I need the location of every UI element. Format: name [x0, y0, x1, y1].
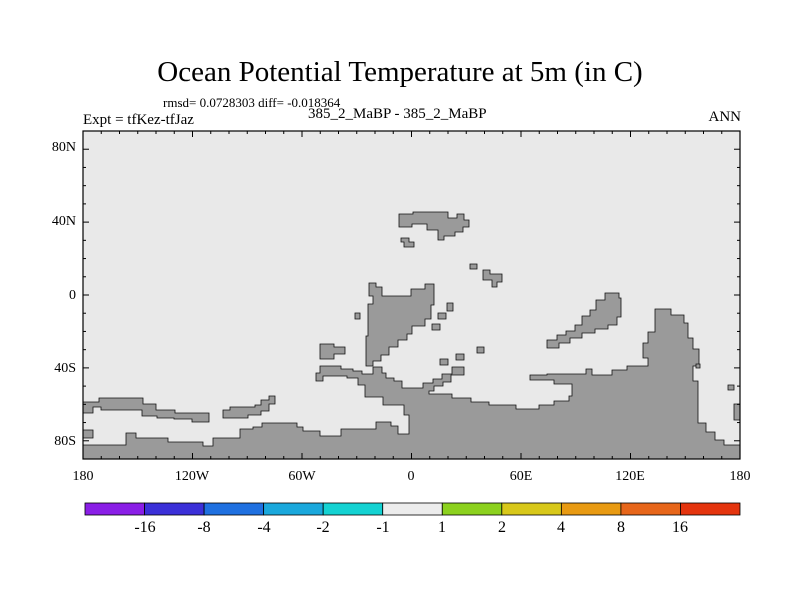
colorbar-swatch — [560, 502, 622, 516]
land-patch — [82, 397, 210, 423]
colorbar-swatch — [501, 502, 562, 516]
colorbar-swatch — [84, 502, 145, 516]
colorbar-swatch — [263, 502, 324, 516]
land-patch — [400, 237, 415, 248]
lon-label: 180 — [729, 469, 751, 484]
land-patch — [727, 384, 735, 391]
land-patch — [476, 346, 485, 354]
land-patch — [437, 312, 447, 320]
colorbar-label: -4 — [257, 519, 271, 536]
colorbar-label: -1 — [376, 519, 390, 536]
land-patch — [222, 395, 276, 419]
land-patch — [354, 312, 361, 320]
lat-label: 40N — [51, 214, 76, 229]
experiment-label: Expt = tfKez-tfJaz — [83, 112, 194, 128]
land-masks — [82, 211, 741, 460]
lon-label: 180 — [72, 469, 94, 484]
land-patch — [431, 323, 441, 331]
colorbar-label: -8 — [197, 519, 211, 536]
colorbar-swatch — [620, 502, 681, 516]
lon-label: 60E — [509, 469, 533, 484]
run-subtitle: 385_2_MaBP - 385_2_MaBP — [308, 106, 487, 122]
land-patch — [455, 353, 465, 361]
land-patch — [439, 358, 449, 366]
chart-title: Ocean Potential Temperature at 5m (in C) — [157, 56, 643, 88]
land-patch — [319, 343, 346, 360]
colorbar-label: -16 — [134, 519, 156, 536]
lat-label: 80N — [51, 140, 76, 155]
land-patch — [469, 263, 478, 270]
land-patch — [546, 292, 622, 349]
land-patch — [482, 269, 503, 288]
colorbar-label: 4 — [557, 519, 565, 536]
land-patch — [446, 302, 454, 312]
axis-ticks — [82, 130, 741, 460]
lat-label: 40S — [54, 361, 76, 376]
lat-label: 80S — [54, 434, 76, 449]
colorbar-swatch — [680, 502, 741, 516]
colorbar-swatch — [144, 502, 205, 516]
lon-label: 0 — [407, 469, 415, 484]
season-label: ANN — [708, 109, 742, 125]
colorbar-swatch — [382, 502, 443, 516]
land-patch — [398, 211, 470, 241]
land-patch — [365, 282, 435, 367]
lon-label: 120E — [615, 469, 645, 484]
lon-label: 60W — [288, 469, 316, 484]
lon-label: 120W — [174, 469, 210, 484]
lat-label: 0 — [69, 288, 76, 303]
colorbar-label: 8 — [617, 519, 625, 536]
colorbar-label: 1 — [438, 519, 446, 536]
land-patch — [695, 363, 701, 369]
colorbar-swatch — [441, 502, 503, 516]
colorbar-swatch — [203, 502, 265, 516]
stats-text: rmsd= 0.0728303 diff= -0.018364 — [163, 95, 341, 110]
colorbar-label: 16 — [672, 519, 688, 536]
colorbar-label: 2 — [498, 519, 506, 536]
colorbar-label: -2 — [316, 519, 330, 536]
colorbar-swatch — [322, 502, 384, 516]
